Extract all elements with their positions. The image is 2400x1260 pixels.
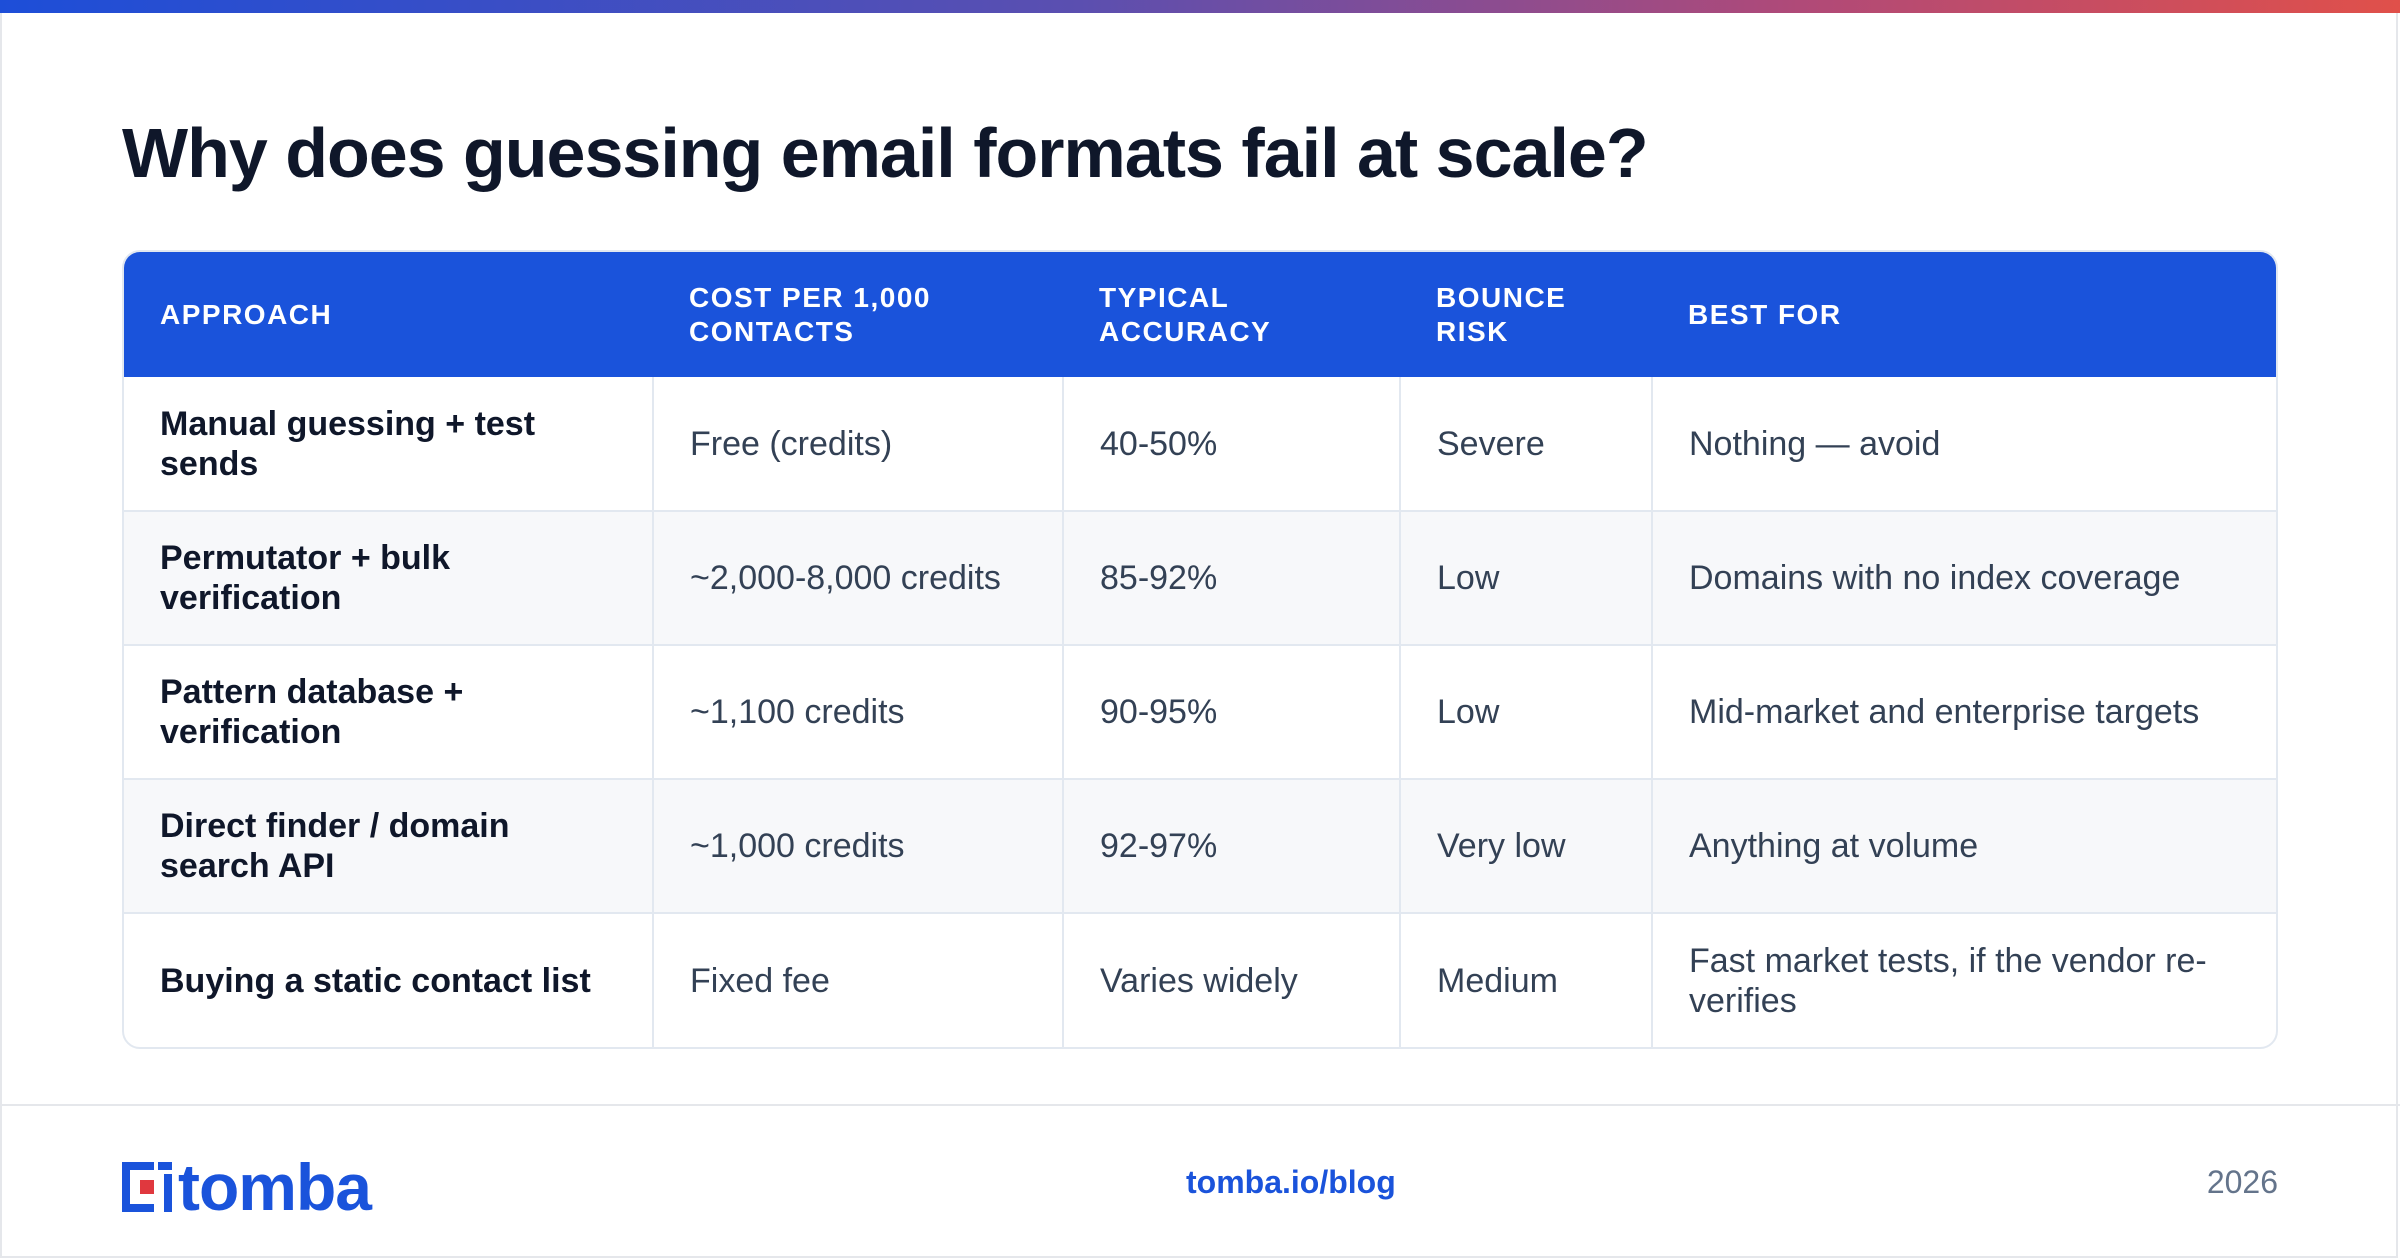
cell-best-for: Fast market tests, if the vendor re-veri… <box>1651 912 2276 1047</box>
page-frame <box>0 13 2398 1258</box>
table-row: Pattern database + verification ~1,100 c… <box>124 644 2276 779</box>
footer-year: 2026 <box>2206 1164 2278 1200</box>
cell-accuracy: Varies widely <box>1062 912 1400 1047</box>
header-approach: APPROACH <box>160 298 333 330</box>
cell-approach: Manual guessing + test sends <box>160 404 536 483</box>
header-accuracy: TYPICAL ACCURACY <box>1099 281 1272 347</box>
page-title: Why does guessing email formats fail at … <box>122 114 1649 192</box>
table-row: Direct finder / domain search API ~1,000… <box>124 778 2276 913</box>
table-row: Manual guessing + test sends Free (credi… <box>124 377 2276 511</box>
cell-accuracy: 85-92% <box>1062 510 1400 645</box>
header-cost: COST PER 1,000 CONTACTS <box>689 281 931 347</box>
cell-cost: Free (credits) <box>652 377 1063 511</box>
cell-bounce-risk: Medium <box>1399 912 1652 1047</box>
cell-approach: Direct finder / domain search API <box>124 778 653 913</box>
cell-cost: ~1,100 credits <box>652 644 1063 779</box>
cell-bounce-risk: Very low <box>1399 778 1652 913</box>
cell-best-for: Nothing — avoid <box>1651 377 2276 511</box>
logo-wordmark: tomba <box>178 1150 372 1224</box>
header-bounce-risk: BOUNCE RISK <box>1436 281 1567 347</box>
cell-accuracy: 40-50% <box>1062 377 1400 511</box>
table-row: Buying a static contact list Fixed fee V… <box>124 912 2276 1047</box>
cell-approach: Permutator + bulk verification <box>124 510 653 645</box>
cell-best-for: Mid-market and enterprise targets <box>1651 644 2276 779</box>
cell-cost: Fixed fee <box>652 912 1063 1047</box>
blog-link[interactable]: tomba.io/blog <box>1186 1164 1396 1200</box>
cell-approach: Pattern database + verification <box>124 644 653 779</box>
top-gradient-bar <box>0 0 2400 13</box>
tomba-logo[interactable]: tomba <box>122 1150 372 1224</box>
cell-accuracy: 90-95% <box>1062 644 1400 779</box>
cell-cost: ~1,000 credits <box>652 778 1063 913</box>
cell-best-for: Domains with no index coverage <box>1651 510 2276 645</box>
cell-bounce-risk: Low <box>1399 644 1652 779</box>
footer-divider <box>0 1104 2400 1106</box>
table-header-row: APPROACH COST PER 1,000 CONTACTS TYPICAL A… <box>124 252 2276 377</box>
tomba-logo-icon <box>122 1162 172 1212</box>
comparison-table: APPROACH COST PER 1,000 CONTACTS TYPICAL A… <box>122 250 2278 1049</box>
header-best-for: BEST FOR <box>1688 298 1842 330</box>
cell-best-for: Anything at volume <box>1651 778 2276 913</box>
table-row: Permutator + bulk verification ~2,000-8,… <box>124 510 2276 645</box>
cell-approach: Buying a static contact list <box>124 912 653 1047</box>
cell-accuracy: 92-97% <box>1062 778 1400 913</box>
cell-bounce-risk: Severe <box>1399 377 1652 511</box>
cell-cost: ~2,000-8,000 credits <box>652 510 1063 645</box>
cell-bounce-risk: Low <box>1399 510 1652 645</box>
